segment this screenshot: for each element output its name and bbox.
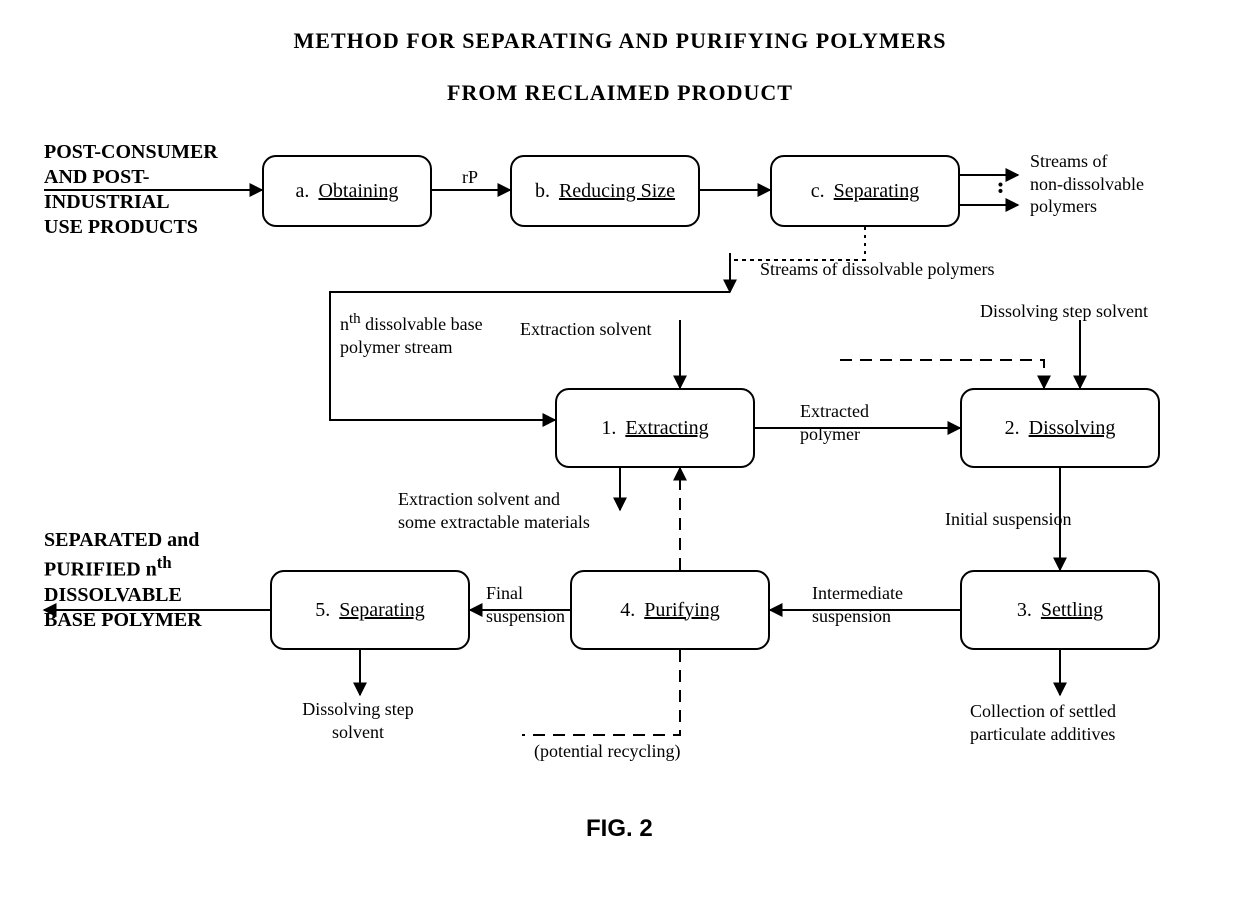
intermediate-label: Intermediatesuspension	[812, 582, 903, 627]
node-reducing-size: b. Reducing Size	[510, 155, 700, 227]
node-separating-c: c. Separating	[770, 155, 960, 227]
extraction-output-label: Extraction solvent andsome extractable m…	[398, 488, 590, 533]
node-label: Dissolving	[1029, 417, 1116, 439]
dissolving-out-label: Dissolving stepsolvent	[278, 698, 438, 743]
recycling-label: (potential recycling)	[534, 740, 680, 763]
input-label: POST-CONSUMERAND POST-INDUSTRIALUSE PROD…	[44, 140, 254, 240]
streams-non-label: Streams ofnon-dissolvablepolymers	[1030, 150, 1144, 218]
dissolving-solvent-label: Dissolving step solvent	[980, 300, 1148, 323]
title-line1: METHOD FOR SEPARATING AND PURIFYING POLY…	[0, 28, 1240, 54]
title-line2: FROM RECLAIMED PRODUCT	[0, 80, 1240, 106]
final-suspension-label: Finalsuspension	[486, 582, 565, 627]
extracted-polymer-label: Extractedpolymer	[800, 400, 869, 445]
node-label: Separating	[339, 599, 425, 621]
output-label: SEPARATED andPURIFIED nthDISSOLVABLEBASE…	[44, 528, 264, 633]
node-prefix: 3.	[1017, 599, 1037, 621]
node-label: Separating	[834, 180, 920, 202]
svg-text::: :	[998, 176, 1003, 196]
node-prefix: a.	[296, 180, 315, 202]
settled-label: Collection of settledparticulate additiv…	[970, 700, 1116, 745]
node-label: Reducing Size	[559, 180, 675, 202]
diagram-canvas: METHOD FOR SEPARATING AND PURIFYING POLY…	[0, 0, 1240, 906]
node-dissolving: 2. Dissolving	[960, 388, 1160, 468]
node-label: Settling	[1041, 599, 1103, 621]
node-prefix: c.	[811, 180, 830, 202]
extraction-solvent-label: Extraction solvent	[520, 318, 651, 341]
node-prefix: 5.	[315, 599, 335, 621]
node-settling: 3. Settling	[960, 570, 1160, 650]
nth-stream-label: nth dissolvable basepolymer stream	[340, 310, 483, 358]
rp-label: rP	[462, 166, 478, 189]
node-prefix: 4.	[620, 599, 640, 621]
node-extracting: 1. Extracting	[555, 388, 755, 468]
streams-dis-label: Streams of dissolvable polymers	[760, 258, 994, 281]
node-prefix: 1.	[601, 417, 621, 439]
node-obtaining: a. Obtaining	[262, 155, 432, 227]
figure-caption: FIG. 2	[586, 815, 653, 843]
initial-suspension-label: Initial suspension	[945, 508, 1072, 531]
node-purifying: 4. Purifying	[570, 570, 770, 650]
node-label: Purifying	[644, 599, 720, 621]
node-prefix: 2.	[1005, 417, 1025, 439]
node-label: Extracting	[625, 417, 708, 439]
node-prefix: b.	[535, 180, 555, 202]
node-label: Obtaining	[318, 180, 398, 202]
node-separating-5: 5. Separating	[270, 570, 470, 650]
